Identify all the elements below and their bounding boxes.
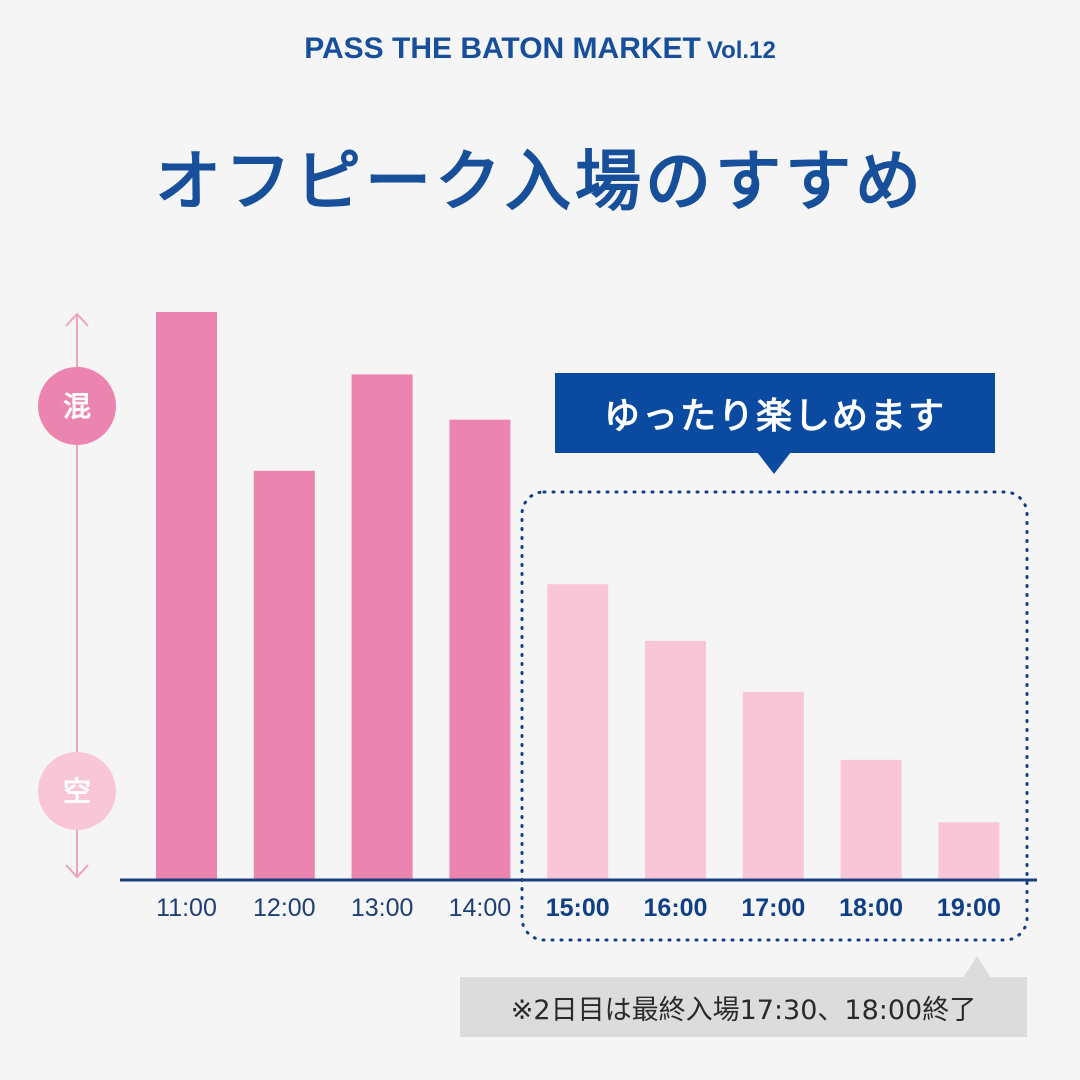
event-header: PASS THE BATON MARKET Vol.12 (0, 32, 1080, 66)
y-arrow-up-icon (65, 312, 89, 327)
bar-1500 (547, 584, 609, 879)
crowded-badge (38, 367, 116, 445)
empty-label: 空 (63, 775, 91, 808)
bar-1200 (253, 470, 315, 879)
event-name: PASS THE BATON MARKET (304, 32, 701, 65)
x-tick-1900: 19:00 (937, 894, 1001, 922)
bar-1300 (351, 374, 413, 879)
x-tick-1400: 14:00 (449, 894, 512, 922)
bar-1900 (938, 822, 1000, 879)
event-volume: Vol.12 (706, 37, 776, 64)
bars (156, 312, 1000, 879)
bar-1700 (742, 691, 804, 879)
offpeak-callout: ゆったり楽しめます (555, 373, 995, 453)
x-tick-1700: 17:00 (741, 894, 805, 922)
x-tick-labels: 11:00 12:00 13:00 14:00 15:00 16:00 17:00 18:00… (156, 894, 1001, 922)
empty-badge (38, 752, 116, 830)
page-title: オフピーク入場のすすめ (155, 143, 925, 220)
x-tick-1600: 16:00 (644, 894, 708, 922)
note-pointer (963, 956, 991, 978)
x-tick-1200: 12:00 (253, 894, 316, 922)
bar-1400 (449, 419, 511, 879)
crowded-label: 混 (63, 390, 91, 423)
callout-pointer (757, 452, 791, 474)
y-arrow-down-icon (65, 864, 89, 879)
offpeak-highlight-box (520, 490, 1029, 942)
x-tick-1800: 18:00 (839, 894, 903, 922)
y-axis: 混空 (38, 312, 116, 879)
bar-1100 (156, 312, 217, 879)
x-tick-1300: 13:00 (351, 894, 414, 922)
x-tick-1100: 11:00 (156, 894, 217, 922)
bar-1800 (840, 759, 902, 879)
x-tick-1500: 15:00 (546, 894, 610, 922)
bar-1600 (645, 640, 706, 879)
day-two-note: ※2日目は最終入場17:30、18:00終了 (460, 977, 1027, 1037)
